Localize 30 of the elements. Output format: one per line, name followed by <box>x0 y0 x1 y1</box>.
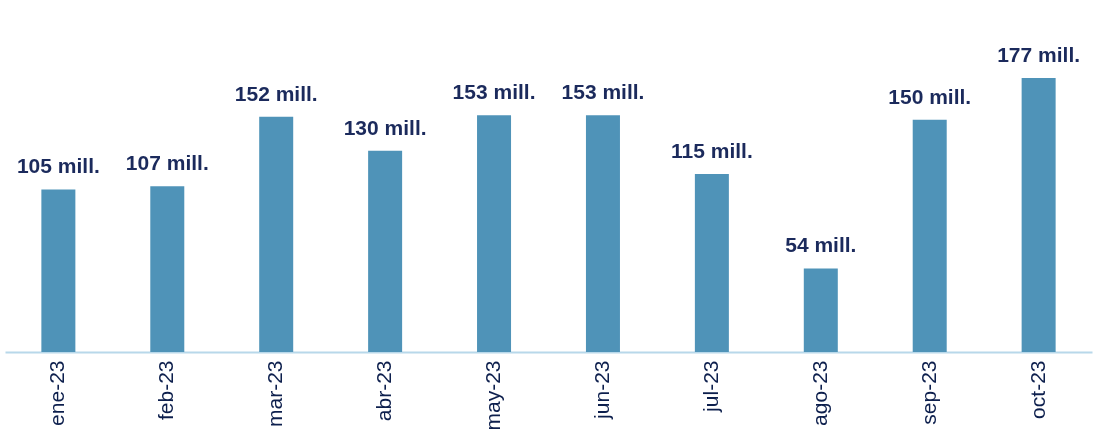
data-label: 153 mill. <box>561 80 645 104</box>
data-label: 54 mill. <box>785 233 857 257</box>
bar <box>368 150 403 352</box>
bar <box>1021 78 1056 352</box>
data-label: 130 mill. <box>343 115 427 139</box>
bar <box>477 115 512 352</box>
data-label: 152 mill. <box>234 81 318 105</box>
data-label: 150 mill. <box>888 84 972 108</box>
data-label: 107 mill. <box>125 151 209 175</box>
x-tick-label: mar-23 <box>263 360 287 428</box>
data-label: 115 mill. <box>671 138 753 162</box>
x-tick-label: abr-23 <box>372 360 396 422</box>
bar <box>585 115 620 352</box>
bar <box>694 173 729 352</box>
bar <box>259 116 294 352</box>
data-label: 177 mill. <box>997 43 1081 66</box>
x-tick-label: jun-23 <box>589 360 613 420</box>
bar <box>41 189 76 352</box>
x-tick-label: ene-23 <box>45 360 69 426</box>
data-label: 105 mill. <box>16 154 100 178</box>
x-tick-label: jul-23 <box>698 360 722 413</box>
x-tick-label: may-23 <box>481 360 505 431</box>
x-tick-label: sep-23 <box>916 360 940 425</box>
x-tick-label: feb-23 <box>154 360 178 421</box>
x-tick-label: ago-23 <box>807 360 831 426</box>
bar <box>803 268 838 352</box>
x-tick-label: oct-23 <box>1025 360 1049 419</box>
bar <box>150 186 185 352</box>
bar <box>912 119 947 352</box>
data-label: 153 mill. <box>452 80 536 104</box>
